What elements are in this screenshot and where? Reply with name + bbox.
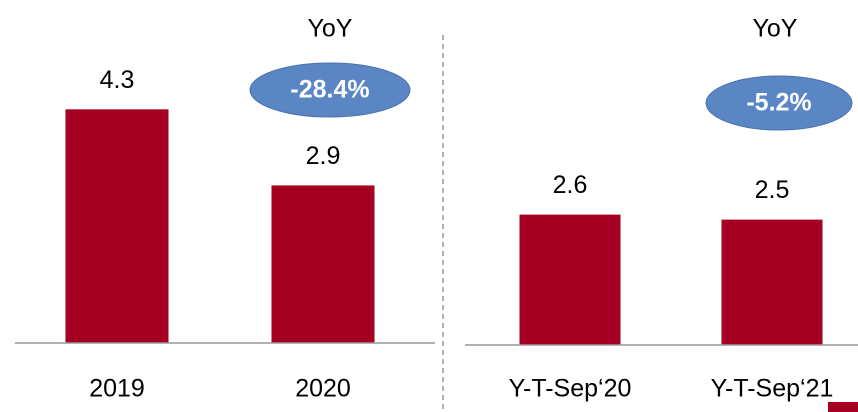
x-tick-label: 2020 <box>295 375 351 403</box>
value-label: 2.6 <box>553 171 588 199</box>
value-label: 2.5 <box>755 176 790 204</box>
bar <box>519 214 621 345</box>
yoy-badge <box>249 62 411 118</box>
x-tick-label: Y-T-Sep‘20 <box>509 375 632 403</box>
x-tick-label: Y-T-Sep‘21 <box>711 375 834 403</box>
bar <box>65 109 169 343</box>
x-tick-label: 2019 <box>89 375 145 403</box>
annotation: YoY <box>308 15 353 43</box>
yoy-change: -28.4% <box>290 76 369 104</box>
bar <box>271 185 375 343</box>
value-label: 2.9 <box>306 142 341 170</box>
bar <box>721 219 823 345</box>
corner-mark <box>828 402 858 412</box>
yoy-change: -5.2% <box>746 89 811 117</box>
value-label: 4.3 <box>100 66 135 94</box>
yoy-badge <box>705 75 853 131</box>
annotation: YoY <box>753 15 798 43</box>
